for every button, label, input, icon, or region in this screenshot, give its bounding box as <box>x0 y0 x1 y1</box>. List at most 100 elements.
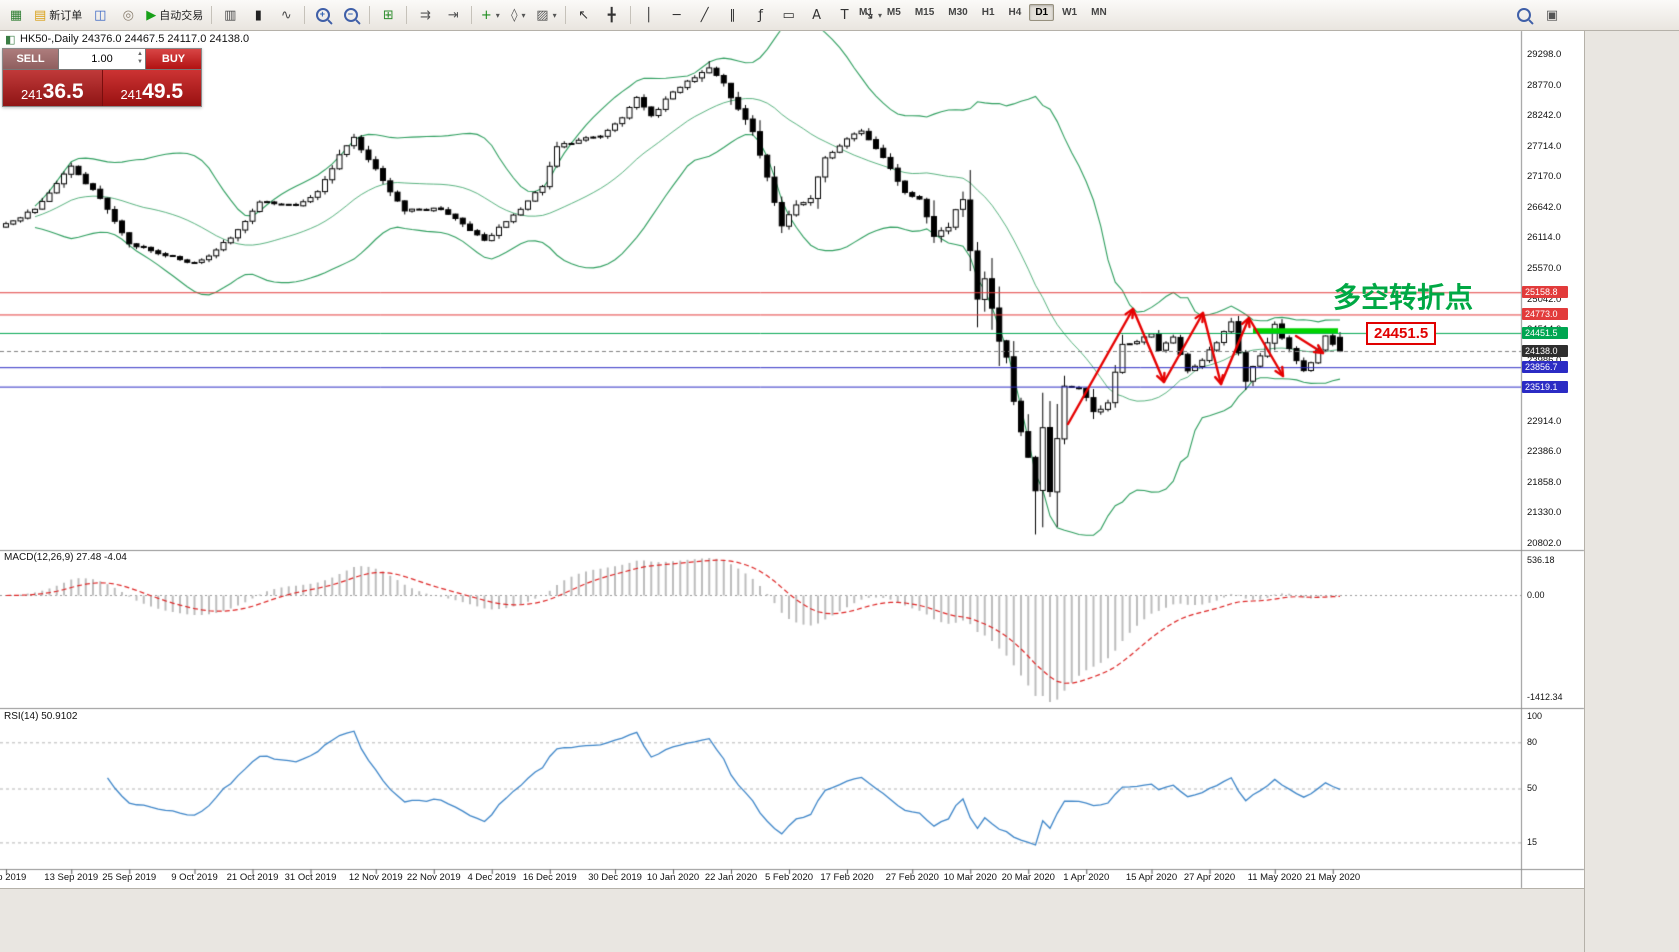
autotrading-icon: ▶ <box>146 7 157 23</box>
bar-chart-icon: ▥ <box>224 7 237 23</box>
date-tick-label: 5 Feb 2020 <box>764 872 814 883</box>
line-chart-button[interactable]: ∿ <box>272 3 300 27</box>
window-layout-icon: ▣ <box>1545 7 1559 23</box>
buy-button[interactable]: BUY <box>145 49 201 69</box>
toolbar-separator <box>564 6 566 24</box>
window-chrome-right <box>1584 30 1679 952</box>
templates-icon: ▨ <box>536 7 549 23</box>
timeframe-m15-button[interactable]: M15 <box>914 7 935 18</box>
date-tick-label: 27 Feb 2020 <box>885 872 939 883</box>
horizontal-line-button[interactable]: ─ <box>663 3 691 27</box>
timeframe-d1-button[interactable]: D1 <box>1029 4 1055 21</box>
auto-scroll-button[interactable]: ⇉ <box>411 3 439 27</box>
toolbar-separator <box>629 6 631 24</box>
date-tick-label: 31 Oct 2019 <box>284 872 337 883</box>
price-tick-label: 23986.0 <box>1527 354 1562 366</box>
sell-price[interactable]: 241 36.5 <box>3 70 103 106</box>
timeframe-h4-button[interactable]: H4 <box>1008 7 1022 18</box>
caret-down-icon[interactable]: ▾ <box>521 10 526 20</box>
timeframe-m1-button[interactable]: M1 <box>859 7 873 18</box>
new-chart-button[interactable]: ▦ <box>2 3 30 27</box>
caret-down-icon[interactable]: ▾ <box>878 10 883 20</box>
new-order-button-label: 新订单 <box>49 10 83 22</box>
price-level-tag: 23856.7 <box>1522 361 1568 374</box>
date-tick-label: 22 Nov 2019 <box>406 872 461 883</box>
price-tick-label: 29298.0 <box>1527 49 1562 60</box>
price-tick-label: 22914.0 <box>1527 415 1562 427</box>
turning-point-annotation[interactable]: 多空转折点 <box>1333 282 1474 313</box>
bar-chart-button[interactable]: ▥ <box>216 3 244 27</box>
date-tick-label: Sep 2019 <box>0 872 27 883</box>
price-tick-label: 27170.0 <box>1527 171 1562 183</box>
indicators-button[interactable]: + ▾ <box>476 3 504 27</box>
price-callout[interactable]: 24451.5 <box>1366 322 1437 345</box>
crosshair-icon: ╋ <box>607 7 616 23</box>
candlestick-chart-button[interactable]: ▮ <box>244 3 272 27</box>
sell-button[interactable]: SELL <box>3 49 59 69</box>
price-tick-label: 27714.0 <box>1527 140 1562 152</box>
fibonacci-icon: ƒ <box>758 7 763 23</box>
buy-price[interactable]: 241 49.5 <box>102 70 201 106</box>
date-tick-label: 1 Apr 2020 <box>1063 872 1110 883</box>
shapes-button[interactable]: ▭ <box>775 3 803 27</box>
date-tick-label: 4 Dec 2019 <box>467 872 517 883</box>
date-tick-label: 16 Dec 2019 <box>522 872 577 883</box>
window-layout-button[interactable]: ▣ <box>1538 3 1566 27</box>
timeframe-m30-button[interactable]: M30 <box>948 7 968 18</box>
indicators-icon: + <box>480 7 492 23</box>
magnifier-icon <box>1517 8 1531 22</box>
chart-shift-button[interactable]: ⇥ <box>439 3 467 27</box>
autotrading-button[interactable]: ▶ 自动交易 <box>142 3 207 27</box>
volume-down-button[interactable]: ▼ <box>137 59 143 65</box>
equidistant-channel-button[interactable]: ∥ <box>719 3 747 27</box>
price-level-tag: 23519.1 <box>1522 380 1568 393</box>
price-level-tag: 24773.0 <box>1522 308 1568 321</box>
caret-down-icon[interactable]: ▾ <box>495 10 500 20</box>
toolbar-separator <box>304 6 306 24</box>
date-tick-label: 12 Nov 2019 <box>348 872 403 883</box>
rsi-label: RSI(14) 50.9102 <box>4 711 78 722</box>
timeframe-mn-button[interactable]: MN <box>1091 7 1107 18</box>
price-tick-label: 21858.0 <box>1527 476 1562 488</box>
timeframe-m5-button[interactable]: M5 <box>886 7 901 18</box>
magnifier-icon: − <box>344 8 359 22</box>
cursor-icon: ↖ <box>578 7 590 23</box>
date-tick-label: 13 Sep 2019 <box>44 872 99 883</box>
timeframe-toolbar: M1 M5 M15 M30 H1 H4 D1 W1 MN <box>853 4 1115 21</box>
caret-down-icon[interactable]: ▾ <box>552 10 557 20</box>
volume-input[interactable]: 1.00 ▲ ▼ <box>59 49 145 69</box>
date-tick-label: 9 Oct 2019 <box>171 872 218 883</box>
fibonacci-button[interactable]: ƒ <box>747 3 775 27</box>
objects-list-button[interactable]: ◊ ▾ <box>504 3 532 27</box>
zoom-in-button[interactable]: + <box>309 3 337 27</box>
templates-button[interactable]: ▨ ▾ <box>532 3 560 27</box>
text-button[interactable]: A <box>803 3 831 27</box>
price-tick-label: 26114.0 <box>1527 232 1561 244</box>
text-label-button[interactable]: T <box>831 3 859 27</box>
price-level-tag: 24138.0 <box>1522 344 1568 357</box>
price-tick-label: 26642.0 <box>1527 201 1562 213</box>
one-click-trading-widget: SELL 1.00 ▲ ▼ BUY 241 36.5 241 49.5 <box>2 48 202 107</box>
price-tick-label: 28242.0 <box>1527 110 1562 122</box>
trendline-button[interactable]: ╱ <box>691 3 719 27</box>
tile-windows-button[interactable]: ⊞ <box>374 3 402 27</box>
text-label-icon: T <box>840 7 849 23</box>
new-order-button[interactable]: ▤ 新订单 <box>30 3 86 27</box>
trade-widget-prices: 241 36.5 241 49.5 <box>3 70 201 106</box>
price-tick-label: 25570.0 <box>1527 262 1562 274</box>
arrow-objects-button[interactable]: ↘ ▾ <box>859 3 887 27</box>
crosshair-button[interactable]: ╋ <box>598 3 626 27</box>
chart-shift-icon: ⇥ <box>447 7 459 23</box>
zoom-out-button[interactable]: − <box>337 3 365 27</box>
magnifier-icon: + <box>316 8 331 22</box>
cursor-button[interactable]: ↖ <box>570 3 598 27</box>
volume-up-button[interactable]: ▲ <box>137 51 143 57</box>
refresh-button[interactable]: ◎ <box>114 3 142 27</box>
timeframe-h1-button[interactable]: H1 <box>981 7 995 18</box>
vertical-line-button[interactable]: │ <box>635 3 663 27</box>
search-button[interactable] <box>1510 3 1538 27</box>
timeframe-w1-button[interactable]: W1 <box>1062 7 1078 18</box>
equidistant-channel-icon: ∥ <box>729 7 736 23</box>
charts-profile-button[interactable]: ◫ <box>86 3 114 27</box>
